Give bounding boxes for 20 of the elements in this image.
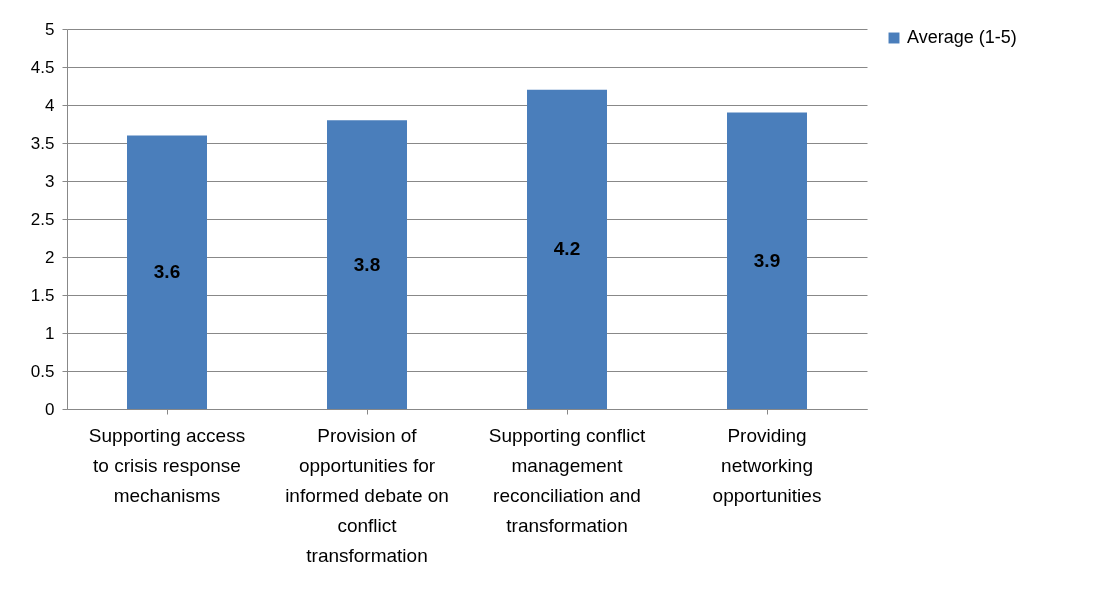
data-label: 3.6: [153, 261, 181, 283]
y-tick-label: 4: [45, 95, 55, 115]
data-label: 3.9: [753, 249, 781, 271]
y-tick-label: 2.5: [30, 209, 55, 229]
y-tick-label: 5: [45, 19, 55, 39]
y-tick-label: 1: [45, 323, 55, 343]
x-tick-label: Supporting conflict management reconciliation and transformation: [488, 424, 646, 536]
x-tick-label: Providing networking opportunities: [712, 424, 822, 506]
legend-label: Average (1-5): [907, 27, 1017, 47]
y-tick-label: 0.5: [30, 361, 55, 381]
data-label: 3.8: [353, 253, 381, 275]
y-tick-label: 0: [45, 399, 55, 419]
y-tick-label: 3.5: [30, 133, 55, 153]
y-tick-label: 4.5: [30, 57, 55, 77]
x-tick-label: Supporting access to crisis response mechanisms: [88, 424, 246, 506]
data-label: 4.2: [553, 238, 581, 260]
x-tick-label: Provision of opportunities for informed debate on conflict transformation: [285, 424, 449, 566]
y-tick-label: 2: [45, 247, 55, 267]
y-tick-label: 1.5: [30, 285, 55, 305]
y-tick-label: 3: [45, 171, 55, 191]
